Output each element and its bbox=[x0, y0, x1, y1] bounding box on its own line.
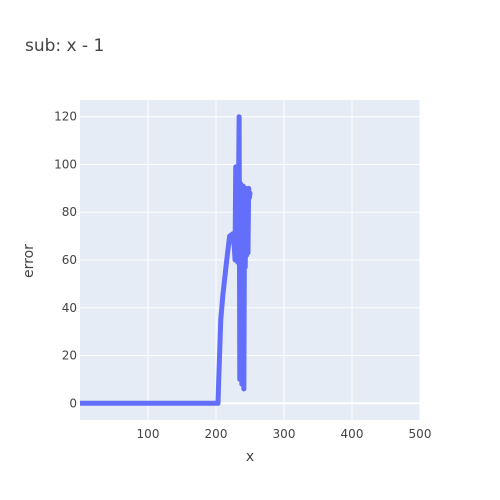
x-tick-label: 100 bbox=[137, 427, 160, 441]
y-tick-label: 60 bbox=[62, 253, 77, 267]
y-tick-labels: 0 20 40 60 80 100 120 bbox=[54, 110, 77, 411]
x-tick-label: 300 bbox=[273, 427, 296, 441]
x-tick-label: 500 bbox=[409, 427, 432, 441]
y-tick-label: 80 bbox=[62, 205, 77, 219]
x-tick-label: 400 bbox=[341, 427, 364, 441]
series-layer bbox=[80, 114, 253, 406]
y-tick-label: 40 bbox=[62, 301, 77, 315]
y-tick-label: 120 bbox=[54, 110, 77, 124]
x-tick-labels: 100 200 300 400 500 bbox=[137, 427, 432, 441]
y-tick-label: 100 bbox=[54, 157, 77, 171]
x-gridlines bbox=[147, 100, 421, 420]
y-axis-title: error bbox=[21, 244, 37, 278]
chart-title: sub: x - 1 bbox=[25, 36, 104, 56]
x-tick-label: 200 bbox=[205, 427, 228, 441]
y-tick-label: 20 bbox=[62, 349, 77, 363]
y-tick-label: 0 bbox=[69, 396, 77, 410]
series-line bbox=[80, 114, 253, 406]
x-axis-title: x bbox=[246, 449, 254, 465]
